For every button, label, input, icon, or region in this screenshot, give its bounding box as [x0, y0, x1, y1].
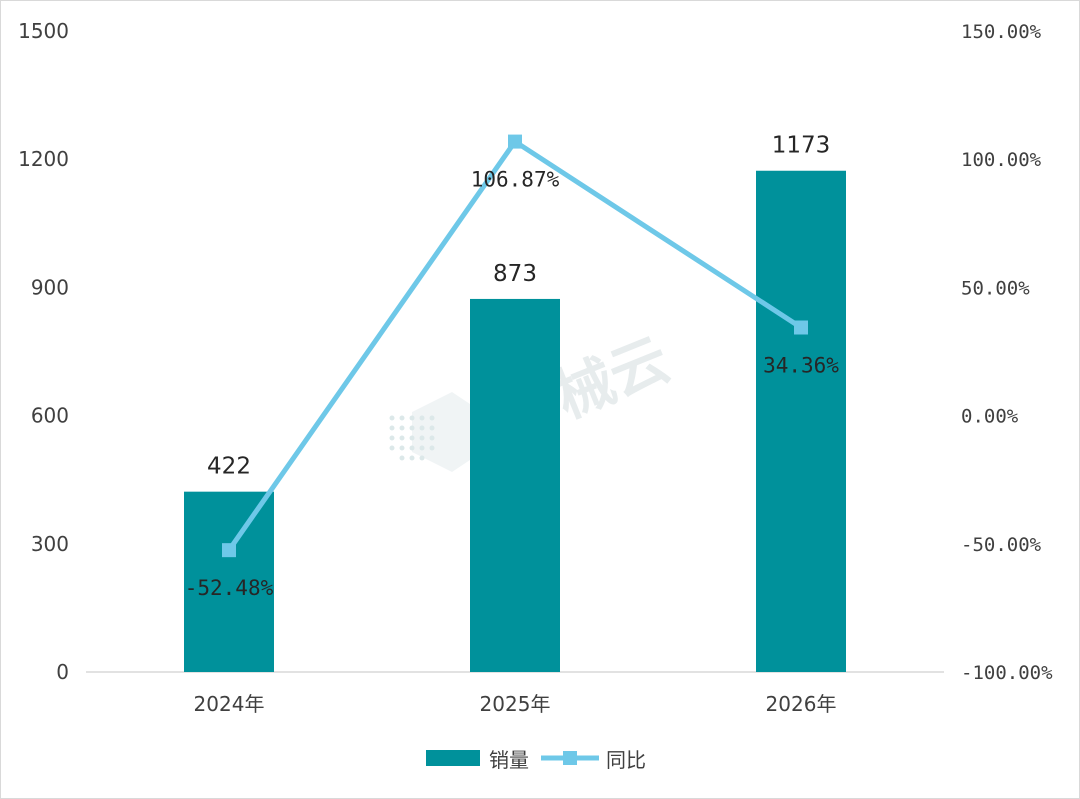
sales-bar-label: 1173 [772, 133, 831, 159]
legend: 销量 同比 [426, 748, 646, 772]
yoy-label: -52.48% [185, 576, 274, 600]
x-axis-category-label: 2025年 [480, 692, 551, 716]
legend-label-yoy: 同比 [606, 748, 646, 772]
x-axis-category-label: 2026年 [766, 692, 837, 716]
left-axis-tick-label: 0 [56, 660, 69, 684]
legend-label-sales: 销量 [489, 748, 529, 772]
yoy-label: 106.87% [471, 168, 560, 192]
right-axis-tick-label: 100.00% [961, 149, 1042, 171]
yoy-marker [794, 320, 808, 335]
sales-bar [756, 170, 846, 672]
right-axis-tick-label: -100.00% [961, 662, 1053, 684]
yoy-label: 34.36% [763, 354, 839, 378]
legend-line-marker [563, 751, 577, 765]
axes: 0 300 600 900 1200 1500 -100.00% -50.00% 0.00% 50… [18, 19, 1053, 716]
left-axis-tick-label: 900 [31, 275, 69, 299]
left-axis-tick-label: 1200 [18, 147, 69, 171]
yoy-marker [508, 134, 522, 149]
bars [184, 170, 846, 672]
sales-bar [184, 491, 274, 672]
yoy-line [222, 134, 808, 558]
x-axis-category-label: 2024年 [194, 692, 265, 716]
sales-bar-label: 422 [207, 454, 251, 480]
yoy-marker [222, 543, 236, 558]
sales-bar-label: 873 [493, 261, 537, 287]
data-labels: 422 873 1173 -52.48% 106.87% 34.36% [185, 133, 840, 600]
legend-bar-swatch [426, 750, 480, 766]
left-axis-tick-label: 600 [31, 404, 69, 428]
sales-bar [470, 298, 560, 672]
right-axis-tick-label: 0.00% [961, 406, 1019, 428]
left-axis-tick-label: 300 [31, 532, 69, 556]
right-axis-tick-label: -50.00% [961, 534, 1042, 556]
left-axis-tick-label: 1500 [18, 19, 69, 43]
right-axis-tick-label: 150.00% [961, 21, 1042, 43]
right-axis-tick-label: 50.00% [961, 277, 1030, 299]
